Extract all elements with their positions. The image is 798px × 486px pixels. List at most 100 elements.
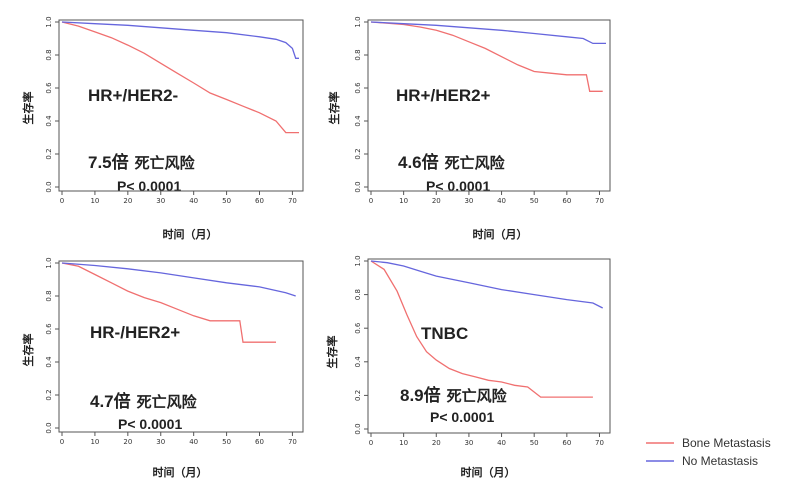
y-tick-label: 0.0 [354, 423, 362, 434]
x-tick-label: 30 [464, 439, 473, 447]
y-tick-label: 0.8 [354, 289, 362, 300]
y-axis-label: 生存率 [21, 334, 35, 367]
y-axis-label: 生存率 [325, 336, 339, 369]
series-line-bone-metastasis [370, 21, 603, 92]
y-tick-label: 1.0 [45, 16, 53, 27]
x-tick-label: 20 [123, 197, 132, 205]
km-panel-hr-neg-her2-pos: 生存率 时间（月） HR-/HER2+ 4.7倍 死亡风险 P< 0.0001 0… [21, 257, 304, 479]
legend: Bone Metastasis No Metastasis [646, 436, 771, 468]
x-tick-label: 70 [288, 438, 297, 446]
y-tick-label: 0.0 [45, 422, 53, 433]
x-axis-label: 时间（月） [473, 227, 528, 241]
x-tick-label: 10 [90, 438, 99, 446]
p-value: P< 0.0001 [426, 178, 490, 194]
y-tick-label: 0.6 [45, 323, 53, 335]
plot-frame [58, 19, 304, 192]
y-tick-label: 0.4 [45, 356, 53, 368]
x-tick-label: 40 [497, 197, 506, 205]
x-tick-label: 70 [288, 197, 297, 205]
p-value: P< 0.0001 [117, 178, 181, 194]
x-tick-label: 50 [222, 438, 231, 446]
y-tick-label: 1.0 [354, 16, 362, 27]
x-tick-label: 30 [156, 438, 165, 446]
x-tick-label: 0 [369, 197, 373, 205]
x-tick-label: 30 [464, 197, 473, 205]
y-tick-label: 0.8 [354, 49, 362, 60]
x-tick-label: 50 [530, 439, 539, 447]
y-tick-label: 0.6 [45, 82, 53, 94]
legend-label-bone-metastasis: Bone Metastasis [682, 436, 771, 450]
y-tick-label: 0.4 [354, 115, 362, 127]
risk-suffix: 死亡风险 [135, 154, 196, 172]
x-axis-label: 时间（月） [163, 227, 218, 241]
legend-label-no-metastasis: No Metastasis [682, 454, 758, 468]
y-axis-label: 生存率 [327, 92, 341, 125]
y-tick-label: 1.0 [354, 255, 362, 266]
km-panel-hr-pos-her2-pos: 生存率 时间（月） HR+/HER2+ 4.6倍 死亡风险 P< 0.0001 0… [327, 16, 611, 241]
risk-ratio: 8.9倍 死亡风险 [400, 385, 508, 405]
plot-frame [367, 258, 611, 434]
y-axis-label: 生存率 [21, 92, 35, 125]
y-tick-label: 0.4 [354, 356, 362, 368]
series-line-no-metastasis [370, 260, 603, 309]
y-tick-label: 1.0 [45, 257, 53, 268]
p-value: P< 0.0001 [430, 409, 494, 425]
y-tick-label: 0.8 [45, 290, 53, 301]
x-tick-label: 0 [60, 438, 64, 446]
x-tick-label: 70 [595, 439, 604, 447]
risk-value: 7.5倍 [88, 152, 129, 172]
x-tick-label: 30 [156, 197, 165, 205]
y-tick-label: 0.0 [45, 181, 53, 192]
series-line-no-metastasis [370, 21, 606, 45]
risk-ratio: 4.7倍 死亡风险 [90, 391, 198, 411]
x-tick-label: 60 [255, 438, 264, 446]
x-axis-label: 时间（月） [153, 465, 208, 479]
x-tick-label: 20 [123, 438, 132, 446]
series-line-bone-metastasis [370, 260, 593, 398]
series-line-bone-metastasis [61, 262, 276, 343]
risk-suffix: 死亡风险 [445, 154, 506, 172]
series-line-bone-metastasis [61, 21, 299, 134]
y-tick-label: 0.4 [45, 115, 53, 127]
risk-ratio: 7.5倍 死亡风险 [88, 152, 196, 172]
x-tick-label: 50 [530, 197, 539, 205]
x-tick-label: 40 [497, 439, 506, 447]
x-tick-label: 20 [432, 439, 441, 447]
p-value: P< 0.0001 [118, 416, 182, 432]
x-tick-label: 50 [222, 197, 231, 205]
x-tick-label: 10 [90, 197, 99, 205]
x-axis-label: 时间（月） [461, 465, 516, 479]
plot-frame [367, 19, 611, 192]
y-tick-label: 0.8 [45, 49, 53, 60]
subtype-label: HR+/HER2+ [396, 86, 491, 105]
x-tick-label: 70 [595, 197, 604, 205]
risk-value: 8.9倍 [400, 385, 441, 405]
risk-ratio: 4.6倍 死亡风险 [398, 152, 506, 172]
x-tick-label: 60 [562, 197, 571, 205]
x-tick-label: 10 [399, 197, 408, 205]
x-tick-label: 60 [562, 439, 571, 447]
y-tick-label: 0.6 [354, 82, 362, 94]
y-tick-label: 0.2 [354, 148, 362, 159]
y-tick-label: 0.6 [354, 322, 362, 334]
x-tick-label: 60 [255, 197, 264, 205]
plot-frame [58, 260, 304, 433]
x-tick-label: 20 [432, 197, 441, 205]
series-line-no-metastasis [61, 262, 296, 297]
km-panel-hr-pos-her2-neg: 生存率 时间（月） HR+/HER2- 7.5倍 死亡风险 P< 0.0001 0… [21, 16, 304, 241]
x-tick-label: 10 [399, 439, 408, 447]
km-panel-tnbc: 生存率 时间（月） TNBC 8.9倍 死亡风险 P< 0.0001 0 10 20 3… [325, 255, 611, 479]
x-tick-label: 40 [189, 197, 198, 205]
y-tick-label: 0.2 [45, 148, 53, 159]
risk-value: 4.7倍 [90, 391, 131, 411]
y-tick-label: 0.2 [45, 389, 53, 400]
y-tick-label: 0.2 [354, 390, 362, 401]
x-tick-label: 0 [60, 197, 64, 205]
risk-value: 4.6倍 [398, 152, 439, 172]
risk-suffix: 死亡风险 [447, 387, 508, 405]
series-line-no-metastasis [61, 21, 299, 59]
subtype-label: HR+/HER2- [88, 86, 178, 105]
subtype-label: HR-/HER2+ [90, 323, 180, 342]
y-tick-label: 0.0 [354, 181, 362, 192]
